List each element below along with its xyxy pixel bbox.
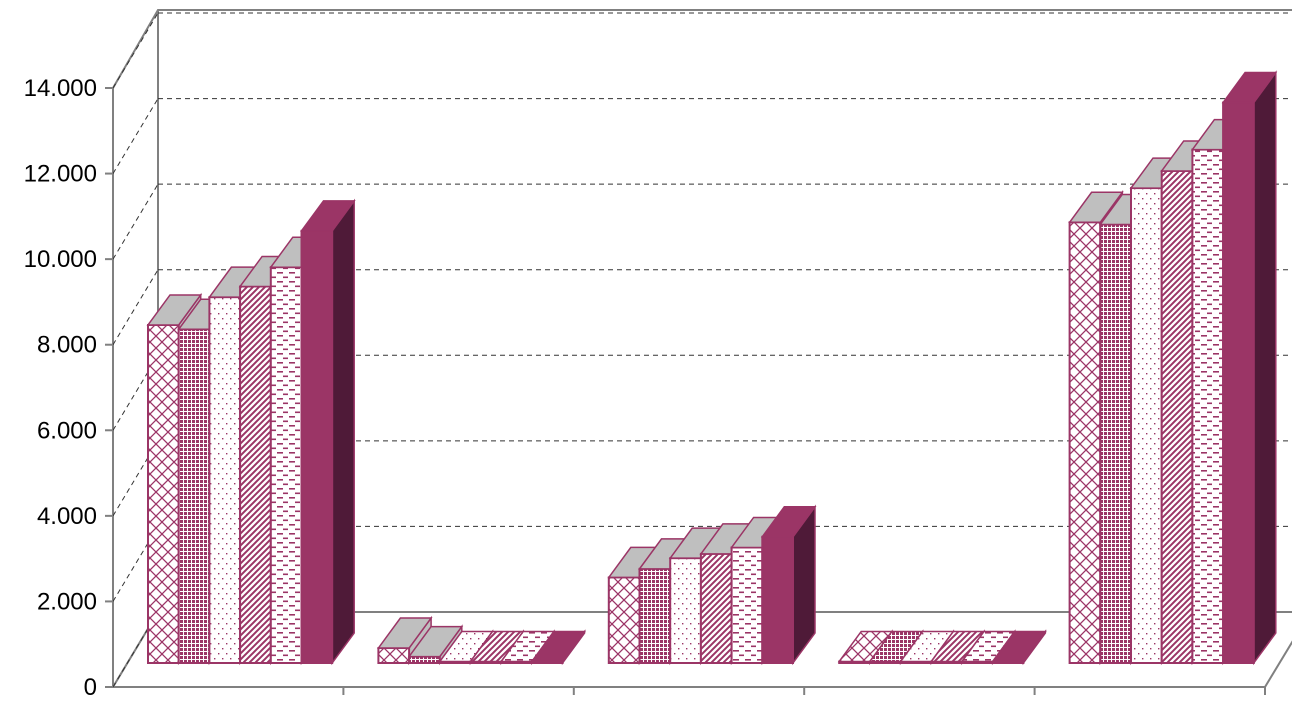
bar — [1068, 221, 1102, 665]
bar-top — [530, 630, 587, 663]
bar — [147, 323, 180, 664]
bar — [607, 576, 641, 665]
y-tick-label: 12.000 — [24, 161, 97, 188]
bar-top — [1068, 191, 1124, 224]
bar-top — [146, 294, 203, 326]
bar — [1130, 187, 1163, 664]
bar — [699, 552, 733, 664]
bar-group — [837, 629, 1047, 666]
bar — [269, 266, 303, 664]
y-tick-label: 14.000 — [24, 75, 97, 102]
bar — [208, 296, 242, 664]
back-wall-top-edge — [112, 9, 1292, 89]
bar-group — [1068, 70, 1278, 666]
bar-group — [376, 615, 587, 666]
bar-top — [1221, 71, 1278, 104]
gridline-diagonal — [112, 183, 159, 260]
bar-top — [300, 200, 356, 232]
bar — [1191, 148, 1225, 665]
y-tick-label: 0 — [84, 674, 97, 697]
bar — [1099, 223, 1133, 664]
floor-right-edge — [1264, 640, 1292, 688]
bar-top — [760, 506, 817, 538]
bar — [408, 655, 441, 665]
bar-group — [607, 504, 817, 666]
bar — [1160, 169, 1194, 664]
gridline-diagonal — [112, 12, 159, 89]
bar-top — [376, 617, 433, 649]
bar-top — [991, 630, 1047, 663]
bar-side — [331, 198, 355, 666]
y-tick-label: 6.000 — [37, 417, 97, 444]
bar — [761, 535, 794, 665]
bar-top — [407, 625, 464, 658]
bar — [177, 328, 211, 664]
y-tick-label: 10.000 — [24, 246, 97, 273]
bar — [377, 647, 411, 665]
bar — [1222, 101, 1255, 664]
gridline-diagonal — [112, 98, 159, 174]
bar — [239, 285, 272, 664]
bar — [730, 546, 764, 665]
y-tick-label: 2.000 — [37, 588, 97, 615]
bar — [300, 229, 334, 664]
bar-side — [1253, 70, 1277, 666]
y-tick-label: 4.000 — [37, 503, 97, 530]
bar — [669, 557, 702, 664]
bar — [638, 567, 672, 664]
y-tick-label: 8.000 — [37, 332, 97, 359]
gridline-diagonal — [112, 269, 159, 345]
bar-group — [146, 198, 356, 666]
